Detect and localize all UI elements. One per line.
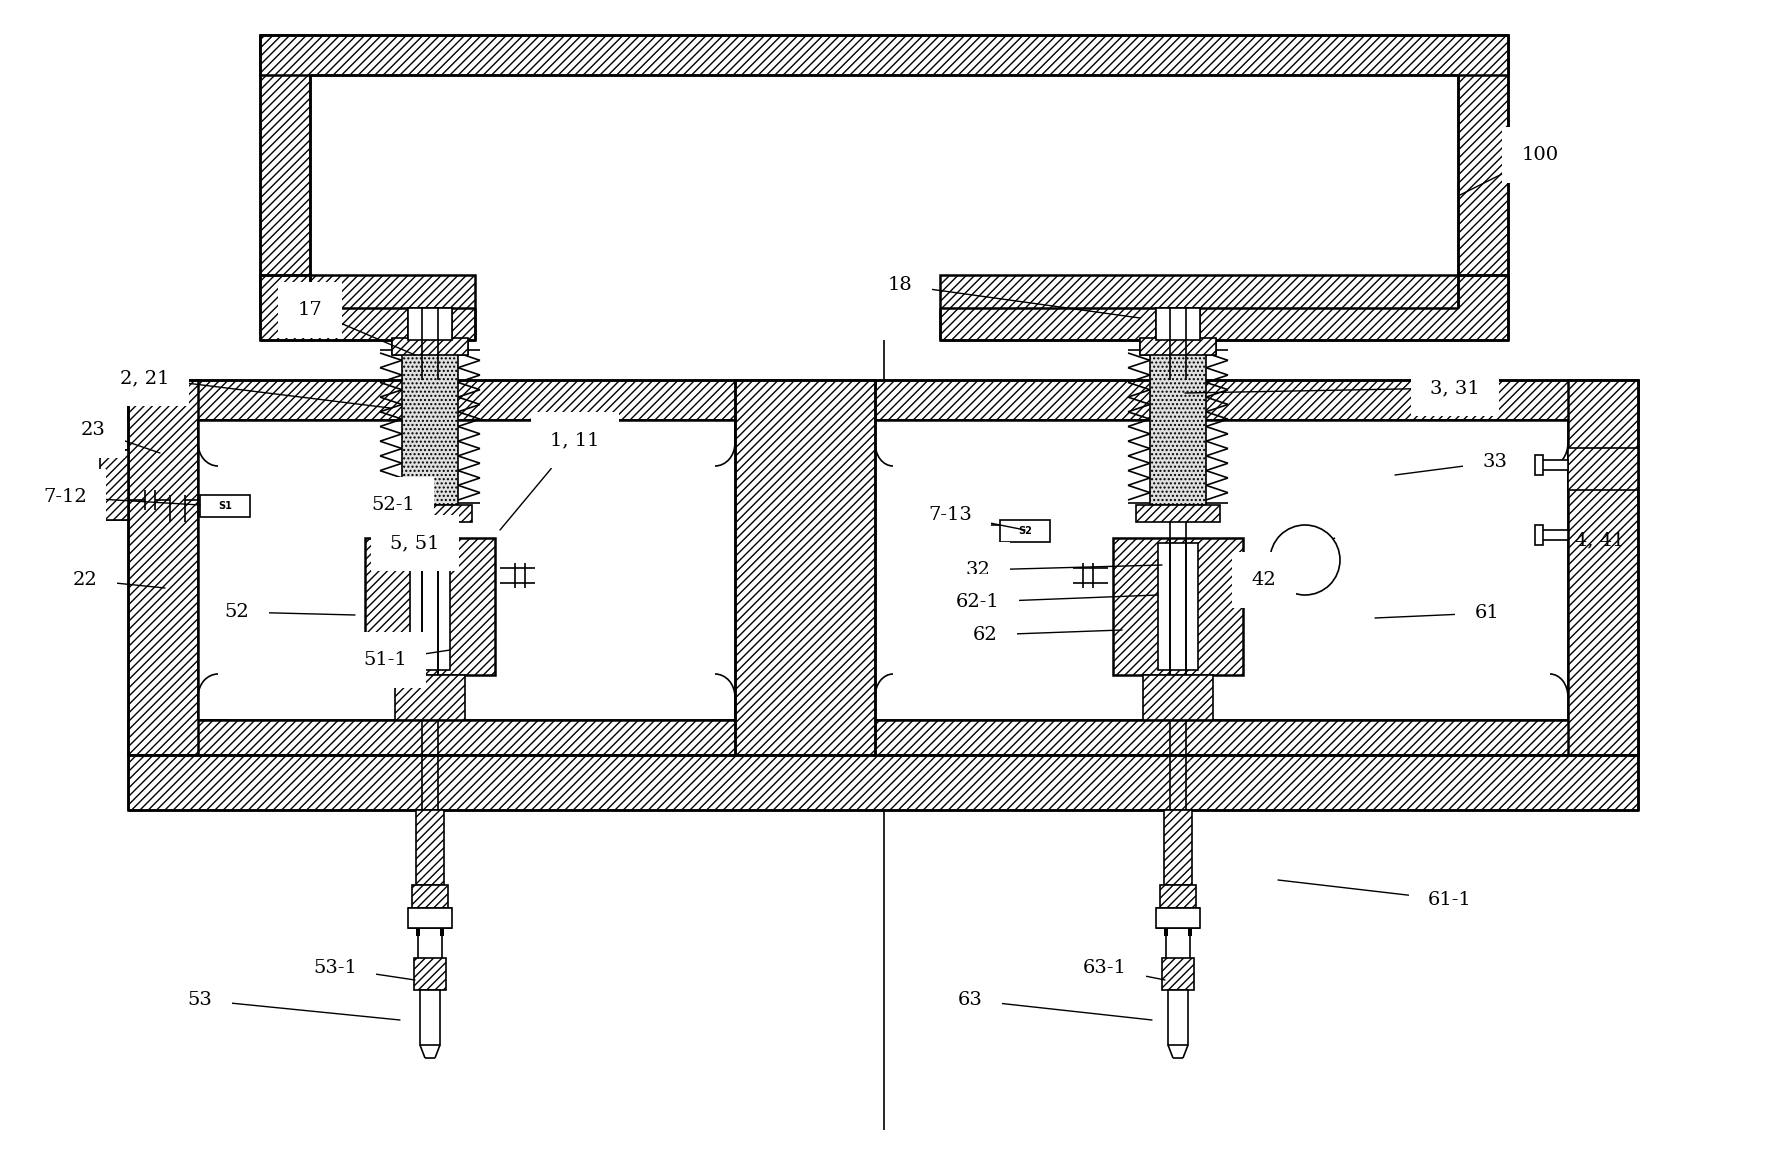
Polygon shape [408,309,453,340]
Polygon shape [260,35,309,309]
Polygon shape [127,380,1637,420]
Text: 53: 53 [187,991,400,1020]
Bar [1188,928,1192,936]
Polygon shape [414,958,446,989]
Polygon shape [127,380,198,755]
Text: 53-1: 53-1 [313,959,415,980]
Polygon shape [1156,908,1200,928]
Bar [440,928,444,936]
Bar [1540,530,1568,541]
Polygon shape [387,505,472,522]
Bar [1535,455,1543,474]
Bar [219,445,713,695]
Polygon shape [1156,309,1200,340]
Polygon shape [1114,538,1243,675]
Circle shape [1269,525,1340,595]
Polygon shape [127,755,1637,810]
Text: 52: 52 [225,603,355,621]
Bar [1001,520,1050,542]
Bar [408,309,453,340]
Polygon shape [410,543,451,670]
Polygon shape [735,380,875,755]
Bar [1156,309,1200,340]
Polygon shape [309,75,1459,340]
Bar [1540,461,1568,470]
Text: 33: 33 [1395,454,1508,474]
Polygon shape [1163,810,1192,885]
Polygon shape [1162,958,1193,989]
Text: 63: 63 [958,991,1153,1020]
Polygon shape [1568,448,1637,490]
Text: S2: S2 [1018,525,1033,536]
Polygon shape [408,908,453,928]
Polygon shape [1149,348,1206,505]
Polygon shape [260,275,476,340]
Text: 1, 11: 1, 11 [500,432,599,530]
Text: 5, 51: 5, 51 [391,534,440,560]
Text: 62-1: 62-1 [956,593,1158,611]
Text: 51-1: 51-1 [362,650,451,669]
Polygon shape [392,338,469,355]
Bar [415,928,421,936]
Polygon shape [401,348,458,505]
Text: 61-1: 61-1 [1278,880,1473,909]
Polygon shape [1140,338,1216,355]
Polygon shape [127,720,1637,755]
Text: 3, 31: 3, 31 [1185,379,1480,397]
Polygon shape [260,35,1508,75]
Polygon shape [364,538,495,675]
Bar [895,445,1549,695]
Text: 62: 62 [972,626,1123,644]
Polygon shape [415,810,444,885]
Polygon shape [412,885,447,908]
Bar [1163,928,1169,936]
Text: 100: 100 [1460,146,1559,195]
Text: 52-1: 52-1 [371,496,430,535]
Text: 63-1: 63-1 [1084,959,1165,980]
Polygon shape [1568,380,1637,755]
Text: 32: 32 [965,561,1162,579]
Bar [1535,525,1543,545]
Polygon shape [1169,989,1188,1045]
Bar [200,495,249,517]
Text: 18: 18 [888,276,1140,318]
Text: 7-12: 7-12 [42,488,200,506]
Polygon shape [1160,885,1195,908]
Text: 42: 42 [1252,570,1280,589]
Polygon shape [101,450,127,520]
Bar [875,420,1568,720]
Bar [198,420,735,720]
Polygon shape [421,989,440,1045]
Polygon shape [1137,505,1220,522]
Text: 4, 41: 4, 41 [1575,531,1625,549]
Text: 23: 23 [81,421,159,454]
Polygon shape [941,275,1508,340]
Text: 7-13: 7-13 [928,506,1025,530]
Text: 17: 17 [297,300,415,355]
Polygon shape [1158,543,1199,670]
Polygon shape [1459,35,1508,309]
Text: S1: S1 [217,501,232,512]
Text: 22: 22 [72,571,164,589]
Polygon shape [394,675,465,720]
Polygon shape [1142,675,1213,720]
Text: 2, 21: 2, 21 [120,369,391,408]
Text: 61: 61 [1376,604,1499,622]
